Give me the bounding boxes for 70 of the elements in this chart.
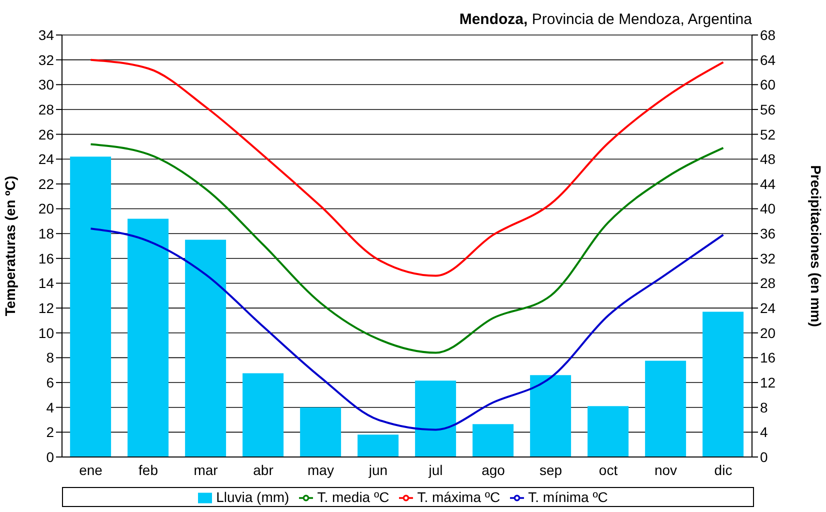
y-tick-label: 18 (38, 226, 54, 242)
y2-tick-label: 52 (760, 126, 776, 142)
y2-axis-title: Precipitaciones (en mm) (808, 165, 824, 327)
x-tick-label: sep (539, 462, 562, 478)
y-tick-label: 34 (38, 26, 54, 43)
y2-tick-label: 44 (760, 176, 776, 192)
legend-label: T. media ºC (317, 489, 390, 505)
chart-title: Mendoza, Provincia de Mendoza, Argentina (459, 11, 753, 28)
bar (588, 406, 629, 457)
bar (702, 312, 744, 457)
y-tick-label: 26 (38, 126, 54, 142)
y-tick-label: 24 (38, 151, 54, 168)
y2-tick-label: 20 (760, 324, 776, 341)
x-tick-label: abr (253, 462, 274, 478)
bar (128, 218, 169, 457)
y-tick-label: 16 (38, 250, 54, 266)
legend-label: Lluvia (mm) (216, 489, 290, 505)
y2-tick-label: 48 (760, 151, 776, 168)
y2-tick-label: 12 (760, 374, 776, 390)
x-tick-label: mar (194, 462, 218, 478)
x-tick-label: nov (654, 462, 678, 478)
y-tick-label: 30 (38, 76, 54, 93)
y2-tick-label: 60 (760, 76, 776, 93)
y-tick-label: 0 (46, 448, 54, 465)
bar (70, 156, 112, 457)
y-tick-label: 2 (46, 424, 54, 440)
y2-tick-label: 16 (760, 350, 776, 366)
bar (300, 407, 342, 457)
bar (185, 240, 226, 457)
legend-label: T. mínima ºC (528, 489, 608, 505)
x-tick-label: dic (714, 462, 732, 478)
y2-tick-label: 4 (760, 424, 768, 440)
y-tick-label: 10 (38, 324, 54, 341)
y2-tick-label: 28 (760, 275, 776, 292)
y2-tick-label: 64 (760, 52, 776, 68)
line-series (90, 58, 724, 277)
y-tick-label: 32 (38, 52, 54, 68)
bar (415, 380, 456, 457)
bar (472, 424, 514, 457)
line-series (90, 143, 724, 354)
x-tick-label: ene (79, 462, 103, 478)
legend-label: T. máxima ºC (417, 489, 500, 505)
y-tick-label: 8 (46, 350, 54, 366)
y-axis-title: Temperaturas (en ºC) (2, 176, 18, 316)
y-tick-label: 12 (38, 300, 54, 316)
x-tick-label: may (308, 462, 334, 478)
x-tick-label: oct (598, 462, 618, 478)
x-tick-label: jun (368, 462, 388, 478)
y-tick-label: 4 (46, 399, 54, 416)
y-tick-label: 20 (38, 200, 54, 217)
x-tick-label: ago (482, 462, 506, 478)
y2-tick-label: 56 (760, 101, 776, 118)
y-tick-label: 6 (46, 374, 54, 390)
y-tick-label: 14 (38, 275, 54, 292)
y2-tick-label: 8 (760, 399, 768, 416)
x-tick-label: jul (428, 462, 443, 478)
bar (645, 360, 686, 457)
y2-tick-label: 24 (760, 300, 776, 316)
y2-tick-label: 40 (760, 200, 776, 217)
y2-tick-label: 36 (760, 226, 776, 242)
line-series (90, 228, 724, 431)
bar (530, 375, 572, 457)
y2-tick-label: 32 (760, 250, 776, 266)
bar (358, 434, 399, 457)
y2-tick-label: 68 (760, 26, 776, 43)
y2-tick-label: 0 (760, 448, 768, 465)
y-tick-label: 22 (38, 176, 54, 192)
bar (242, 373, 284, 457)
x-tick-label: feb (138, 462, 158, 478)
y-tick-label: 28 (38, 101, 54, 118)
